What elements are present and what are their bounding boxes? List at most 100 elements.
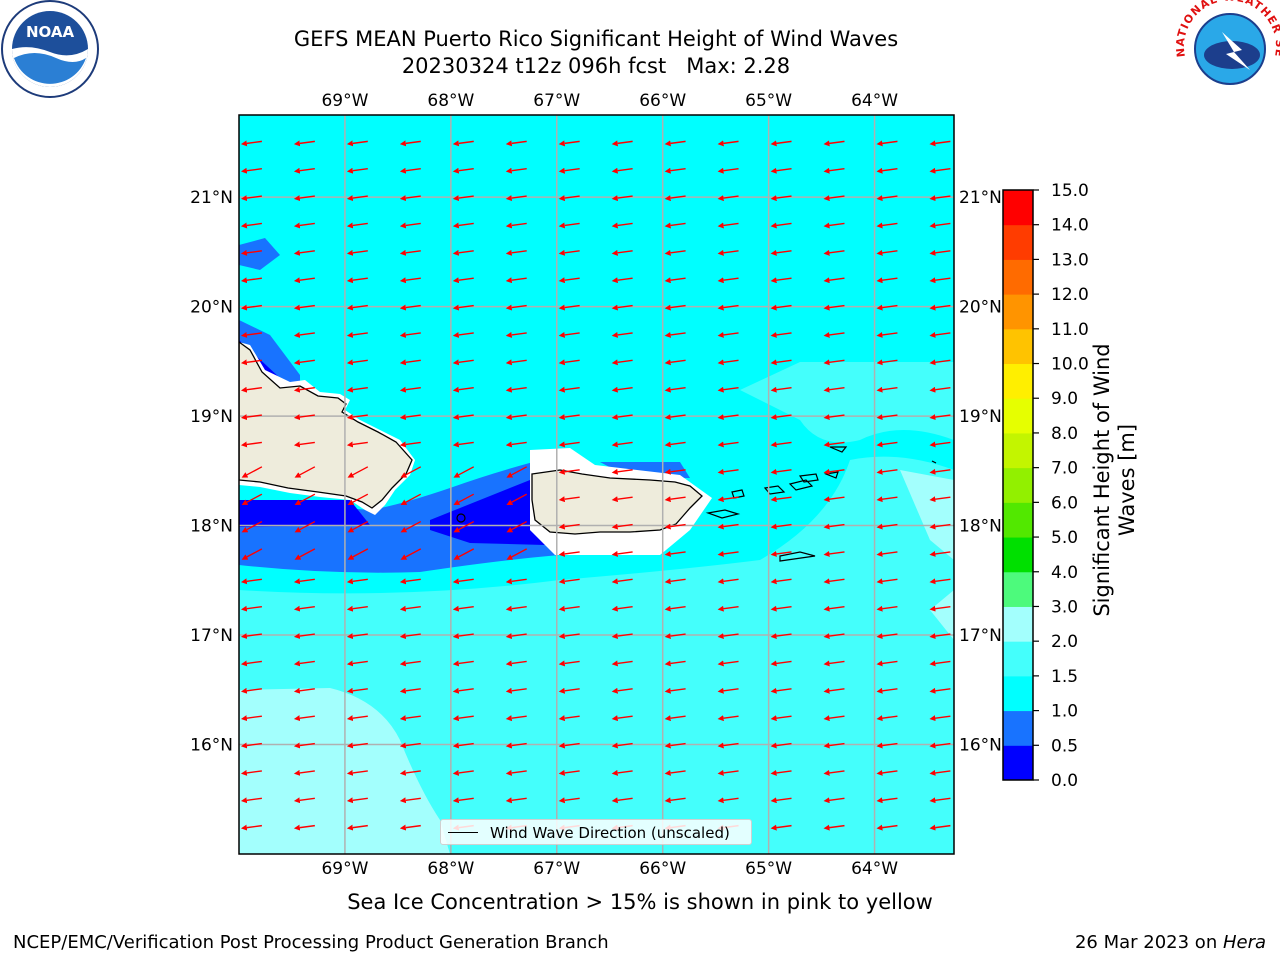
wave-direction-arrow: [717, 441, 739, 448]
wave-direction-arrow: [505, 605, 527, 612]
latitude-labels-left: 21°N 20°N 19°N 18°N 17°N 16°N: [190, 188, 233, 755]
wave-direction-arrow: [241, 466, 263, 478]
wave-direction-arrow: [293, 441, 315, 448]
wave-direction-arrow: [770, 277, 792, 284]
wave-direction-arrow: [346, 742, 368, 749]
wave-direction-arrow: [823, 769, 845, 776]
wave-direction-arrow: [611, 605, 633, 612]
wave-direction-arrow: [452, 414, 474, 421]
colorbar-tick-label: 15.0: [1051, 181, 1089, 201]
wave-direction-arrow: [293, 249, 315, 256]
wave-direction-arrow: [294, 466, 316, 478]
wave-direction-arrow: [399, 277, 421, 284]
wave-direction-arrow: [399, 715, 421, 722]
wave-direction-arrow: [346, 578, 368, 585]
lat-label-right: 21°N: [959, 188, 1002, 208]
latitude-labels-right: 21°N 20°N 19°N 18°N 17°N 16°N: [959, 188, 1002, 755]
wave-direction-arrow: [770, 195, 792, 202]
lat-label-right: 17°N: [959, 626, 1002, 646]
wave-direction-arrow: [611, 277, 633, 284]
wave-direction-arrow: [240, 578, 262, 585]
wave-direction-arrow: [293, 605, 315, 612]
lat-label-left: 18°N: [190, 517, 233, 537]
wave-direction-arrow: [717, 249, 739, 256]
wave-direction-arrow: [240, 386, 262, 393]
wave-direction-arrow: [717, 715, 739, 722]
lat-label-left: 16°N: [190, 736, 233, 756]
wave-direction-arrow: [240, 222, 262, 229]
wave-direction-arrow: [770, 249, 792, 256]
wave-direction-arrow: [664, 742, 686, 749]
wave-direction-arrow: [452, 687, 474, 694]
wave-direction-arrow: [399, 769, 421, 776]
wave-direction-arrow: [240, 824, 262, 831]
wave-direction-arrow: [770, 797, 792, 804]
wave-direction-arrow: [664, 633, 686, 640]
wave-direction-arrow: [823, 550, 845, 557]
wave-direction-arrow: [876, 496, 898, 503]
lon-label-top: 66°W: [639, 91, 686, 111]
lat-label-left: 19°N: [190, 407, 233, 427]
wave-direction-arrow: [558, 769, 580, 776]
wave-direction-arrow: [293, 331, 315, 338]
wave-direction-arrow: [558, 687, 580, 694]
wave-direction-arrow: [876, 797, 898, 804]
colorbar-segment: [1003, 224, 1033, 260]
nws-logo-text: NATIONAL WEATHER SERVICE: [0, 0, 1280, 58]
wave-direction-arrow: [240, 359, 262, 366]
wave-direction-arrow: [770, 578, 792, 585]
wave-direction-arrow: [293, 195, 315, 202]
wave-direction-arrow: [293, 222, 315, 229]
wave-direction-arrow: [558, 660, 580, 667]
wave-direction-arrow: [929, 797, 951, 804]
wave-direction-arrow: [611, 222, 633, 229]
wave-direction-arrow: [876, 331, 898, 338]
wave-direction-arrow: [717, 550, 739, 557]
wave-direction-arrow: [664, 222, 686, 229]
wave-direction-arrow: [346, 304, 368, 311]
wave-direction-arrow: [611, 523, 633, 530]
colorbar-tick-label: 13.0: [1051, 250, 1089, 270]
wave-direction-arrow: [293, 359, 315, 366]
wave-direction-arrow: [611, 550, 633, 557]
wave-direction-arrow: [558, 277, 580, 284]
wave-direction-arrow: [505, 742, 527, 749]
wave-direction-arrow: [346, 414, 368, 421]
wave-direction-arrow: [717, 578, 739, 585]
wave-direction-arrow: [823, 195, 845, 202]
wave-direction-arrow: [240, 195, 262, 202]
wave-direction-arrow: [770, 523, 792, 530]
wave-direction-arrow: [240, 660, 262, 667]
wave-direction-arrow: [611, 769, 633, 776]
wave-direction-arrow: [770, 687, 792, 694]
wave-direction-arrow: [770, 605, 792, 612]
wave-direction-arrow: [452, 797, 474, 804]
wave-direction-arrow: [294, 493, 316, 506]
wave-direction-arrow: [929, 331, 951, 338]
wave-direction-arrow: [876, 167, 898, 174]
wave-direction-arrow: [558, 441, 580, 448]
wave-direction-arrow: [241, 520, 263, 533]
colorbar-tick-label: 11.0: [1051, 320, 1089, 340]
wave-direction-arrow: [823, 715, 845, 722]
wave-direction-arrow: [505, 304, 527, 311]
lon-label-bottom: 66°W: [639, 859, 686, 879]
wave-direction-arrow: [929, 660, 951, 667]
wave-direction-arrow: [823, 605, 845, 612]
wave-direction-arrow: [294, 520, 316, 533]
wave-direction-arrow: [717, 496, 739, 503]
wave-direction-arrow: [452, 386, 474, 393]
wave-direction-arrow: [664, 331, 686, 338]
colorbar-tick-label: 0.0: [1051, 771, 1078, 791]
wave-direction-arrow: [611, 359, 633, 366]
wave-direction-arrow: [717, 222, 739, 229]
wave-direction-arrow: [293, 824, 315, 831]
lon-label-bottom: 69°W: [321, 859, 368, 879]
lat-label-right: 18°N: [959, 517, 1002, 537]
colorbar-tick-label: 10.0: [1051, 355, 1089, 375]
colorbar-tick-label: 7.0: [1051, 459, 1078, 479]
lat-label-right: 16°N: [959, 736, 1002, 756]
wave-direction-arrow: [558, 249, 580, 256]
wave-direction-arrow: [346, 715, 368, 722]
colorbar: [1002, 189, 1034, 781]
